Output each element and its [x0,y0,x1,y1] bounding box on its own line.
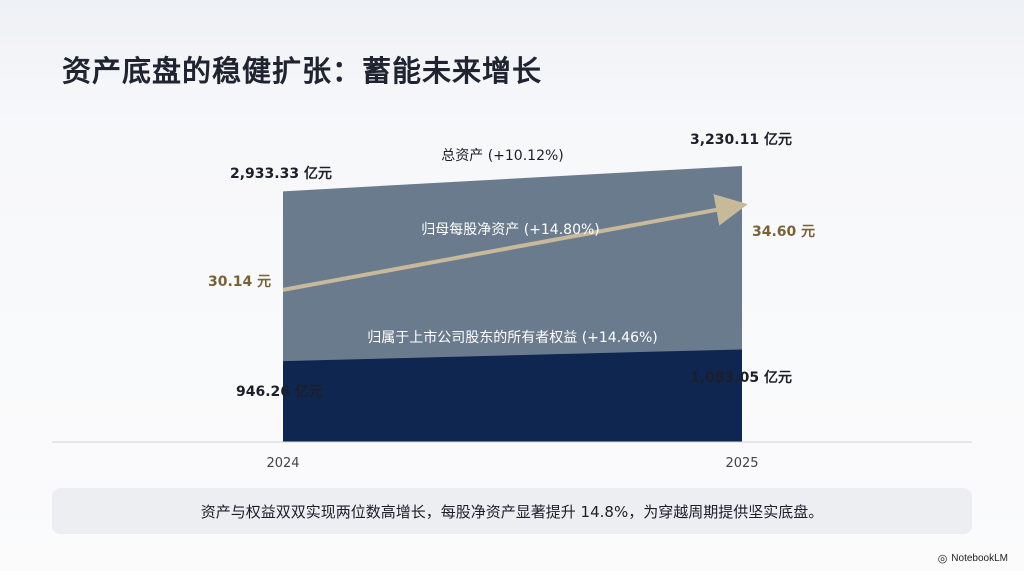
bvps-arrow-line [282,194,748,292]
total-assets-series-label: 总资产 (+10.12%) [441,148,564,164]
summary-banner: 资产与权益双双实现两位数高增长，每股净资产显著提升 14.8%，为穿越周期提供坚… [52,488,972,534]
equity-area [283,349,742,442]
bvps-2024-label: 30.14 元 [208,274,271,290]
equity-2024-label: 946.26 亿元 [236,383,323,400]
x-tick-label: 2025 [725,456,758,471]
bvps-series-label: 归母每股净资产 (+14.80%) [421,221,600,238]
summary-text: 资产与权益双双实现两位数高增长，每股净资产显著提升 14.8%，为穿越周期提供坚… [200,502,824,521]
notebooklm-brand: ◎ NotebookLM [938,552,1008,565]
x-tick-label: 2024 [266,456,299,471]
equity-2025-label: 1,083.05 亿元 [690,369,792,386]
notebooklm-logo-icon: ◎ [937,553,948,565]
equity-series-label: 归属于上市公司股东的所有者权益 (+14.46%) [367,329,658,346]
bvps-2025-label: 34.60 元 [752,224,815,240]
chart: 总资产 (+10.12%) 归母每股净资产 (+14.80%) 归属于上市公司股东的… [52,131,972,471]
brand-label: NotebookLM [951,553,1008,564]
total-assets-2024-label: 2,933.33 亿元 [230,165,332,182]
total-assets-2025-label: 3,230.11 亿元 [690,131,792,148]
page-title: 资产底盘的稳健扩张：蓄能未来增长 [62,54,543,88]
